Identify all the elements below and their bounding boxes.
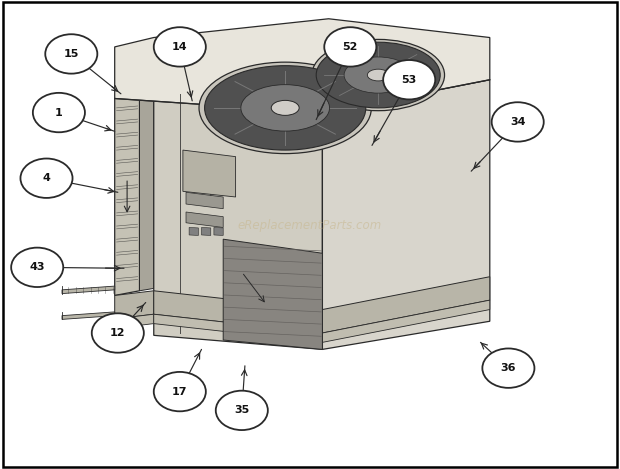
Circle shape (324, 27, 376, 67)
Text: 14: 14 (172, 42, 188, 52)
Polygon shape (62, 286, 115, 294)
Polygon shape (154, 91, 322, 349)
Polygon shape (154, 291, 322, 333)
Polygon shape (189, 227, 198, 235)
Circle shape (20, 159, 73, 198)
Polygon shape (322, 300, 490, 342)
Text: 34: 34 (510, 117, 525, 127)
Polygon shape (322, 80, 490, 349)
Polygon shape (223, 239, 322, 349)
Text: 15: 15 (64, 49, 79, 59)
Circle shape (33, 93, 85, 132)
Text: 43: 43 (29, 262, 45, 272)
Polygon shape (140, 91, 154, 291)
Text: 53: 53 (402, 75, 417, 85)
Text: 36: 36 (501, 363, 516, 373)
Circle shape (92, 313, 144, 353)
Circle shape (216, 391, 268, 430)
Text: eReplacementParts.com: eReplacementParts.com (238, 219, 382, 232)
Ellipse shape (367, 69, 389, 81)
Circle shape (154, 372, 206, 411)
Polygon shape (154, 314, 322, 342)
Polygon shape (115, 94, 140, 295)
Circle shape (154, 27, 206, 67)
Ellipse shape (312, 39, 445, 111)
Polygon shape (186, 212, 223, 227)
Polygon shape (115, 291, 154, 319)
Text: 12: 12 (110, 328, 125, 338)
Ellipse shape (205, 66, 366, 150)
Ellipse shape (199, 62, 371, 154)
Polygon shape (115, 314, 154, 328)
Circle shape (383, 60, 435, 99)
Text: 35: 35 (234, 405, 249, 416)
Polygon shape (214, 227, 223, 235)
Ellipse shape (241, 84, 330, 131)
Circle shape (45, 34, 97, 74)
Polygon shape (62, 312, 115, 319)
Polygon shape (115, 19, 490, 113)
Text: 1: 1 (55, 107, 63, 118)
Circle shape (492, 102, 544, 142)
Text: 52: 52 (343, 42, 358, 52)
Text: 4: 4 (43, 173, 50, 183)
Polygon shape (186, 192, 223, 209)
Circle shape (11, 248, 63, 287)
Text: 17: 17 (172, 386, 187, 397)
Polygon shape (202, 227, 211, 235)
Polygon shape (183, 150, 236, 197)
Polygon shape (322, 277, 490, 333)
Ellipse shape (344, 57, 412, 93)
Ellipse shape (316, 42, 440, 108)
Circle shape (482, 348, 534, 388)
Ellipse shape (272, 100, 299, 115)
